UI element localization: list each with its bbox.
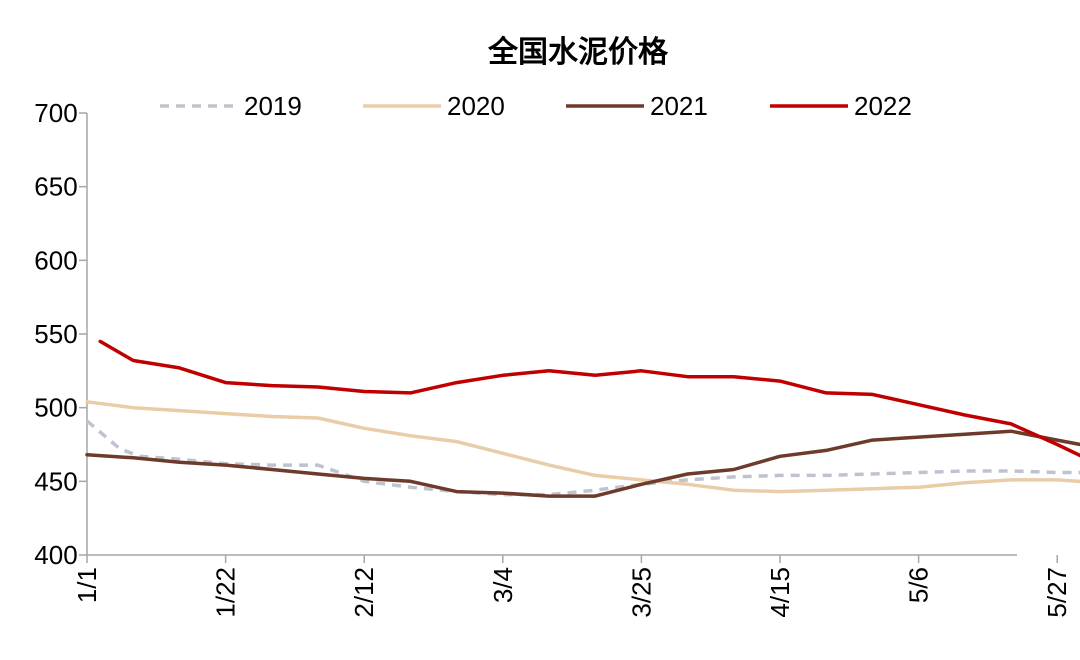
series-line-2021 xyxy=(85,429,1080,498)
chart-title: 全国水泥价格 xyxy=(487,35,669,70)
legend-label-2022: 2022 xyxy=(854,91,912,121)
y-tick-label: 650 xyxy=(34,172,77,202)
x-tick-label: 5/6 xyxy=(904,567,934,603)
y-tick-label: 700 xyxy=(34,98,77,128)
x-tick-label: 1/22 xyxy=(211,567,241,618)
y-tick-label: 450 xyxy=(34,466,77,496)
legend: 2019 2020 2021 2022 xyxy=(160,91,912,121)
y-tick-label: 550 xyxy=(34,319,77,349)
x-axis: 1/11/222/123/43/254/155/65/276/177/87/29… xyxy=(72,554,1072,618)
y-axis: 400 450 500 550 600 650 700 xyxy=(34,98,88,570)
x-tick-label: 4/15 xyxy=(765,567,795,618)
legend-label-2019: 2019 xyxy=(244,91,302,121)
x-tick-label: 3/4 xyxy=(488,567,518,603)
series-line-2020 xyxy=(85,400,1080,494)
x-tick-label: 5/27 xyxy=(1042,567,1072,618)
plot-area xyxy=(85,339,1080,498)
y-tick-label: 500 xyxy=(34,393,77,423)
series-line-2022 xyxy=(98,339,1080,458)
legend-label-2020: 2020 xyxy=(447,91,505,121)
legend-label-2021: 2021 xyxy=(650,91,708,121)
y-tick-label: 400 xyxy=(34,540,77,570)
x-tick-label: 1/1 xyxy=(72,567,102,603)
y-tick-label: 600 xyxy=(34,245,77,275)
x-tick-label: 3/25 xyxy=(626,567,656,618)
x-tick-label: 2/12 xyxy=(349,567,379,618)
